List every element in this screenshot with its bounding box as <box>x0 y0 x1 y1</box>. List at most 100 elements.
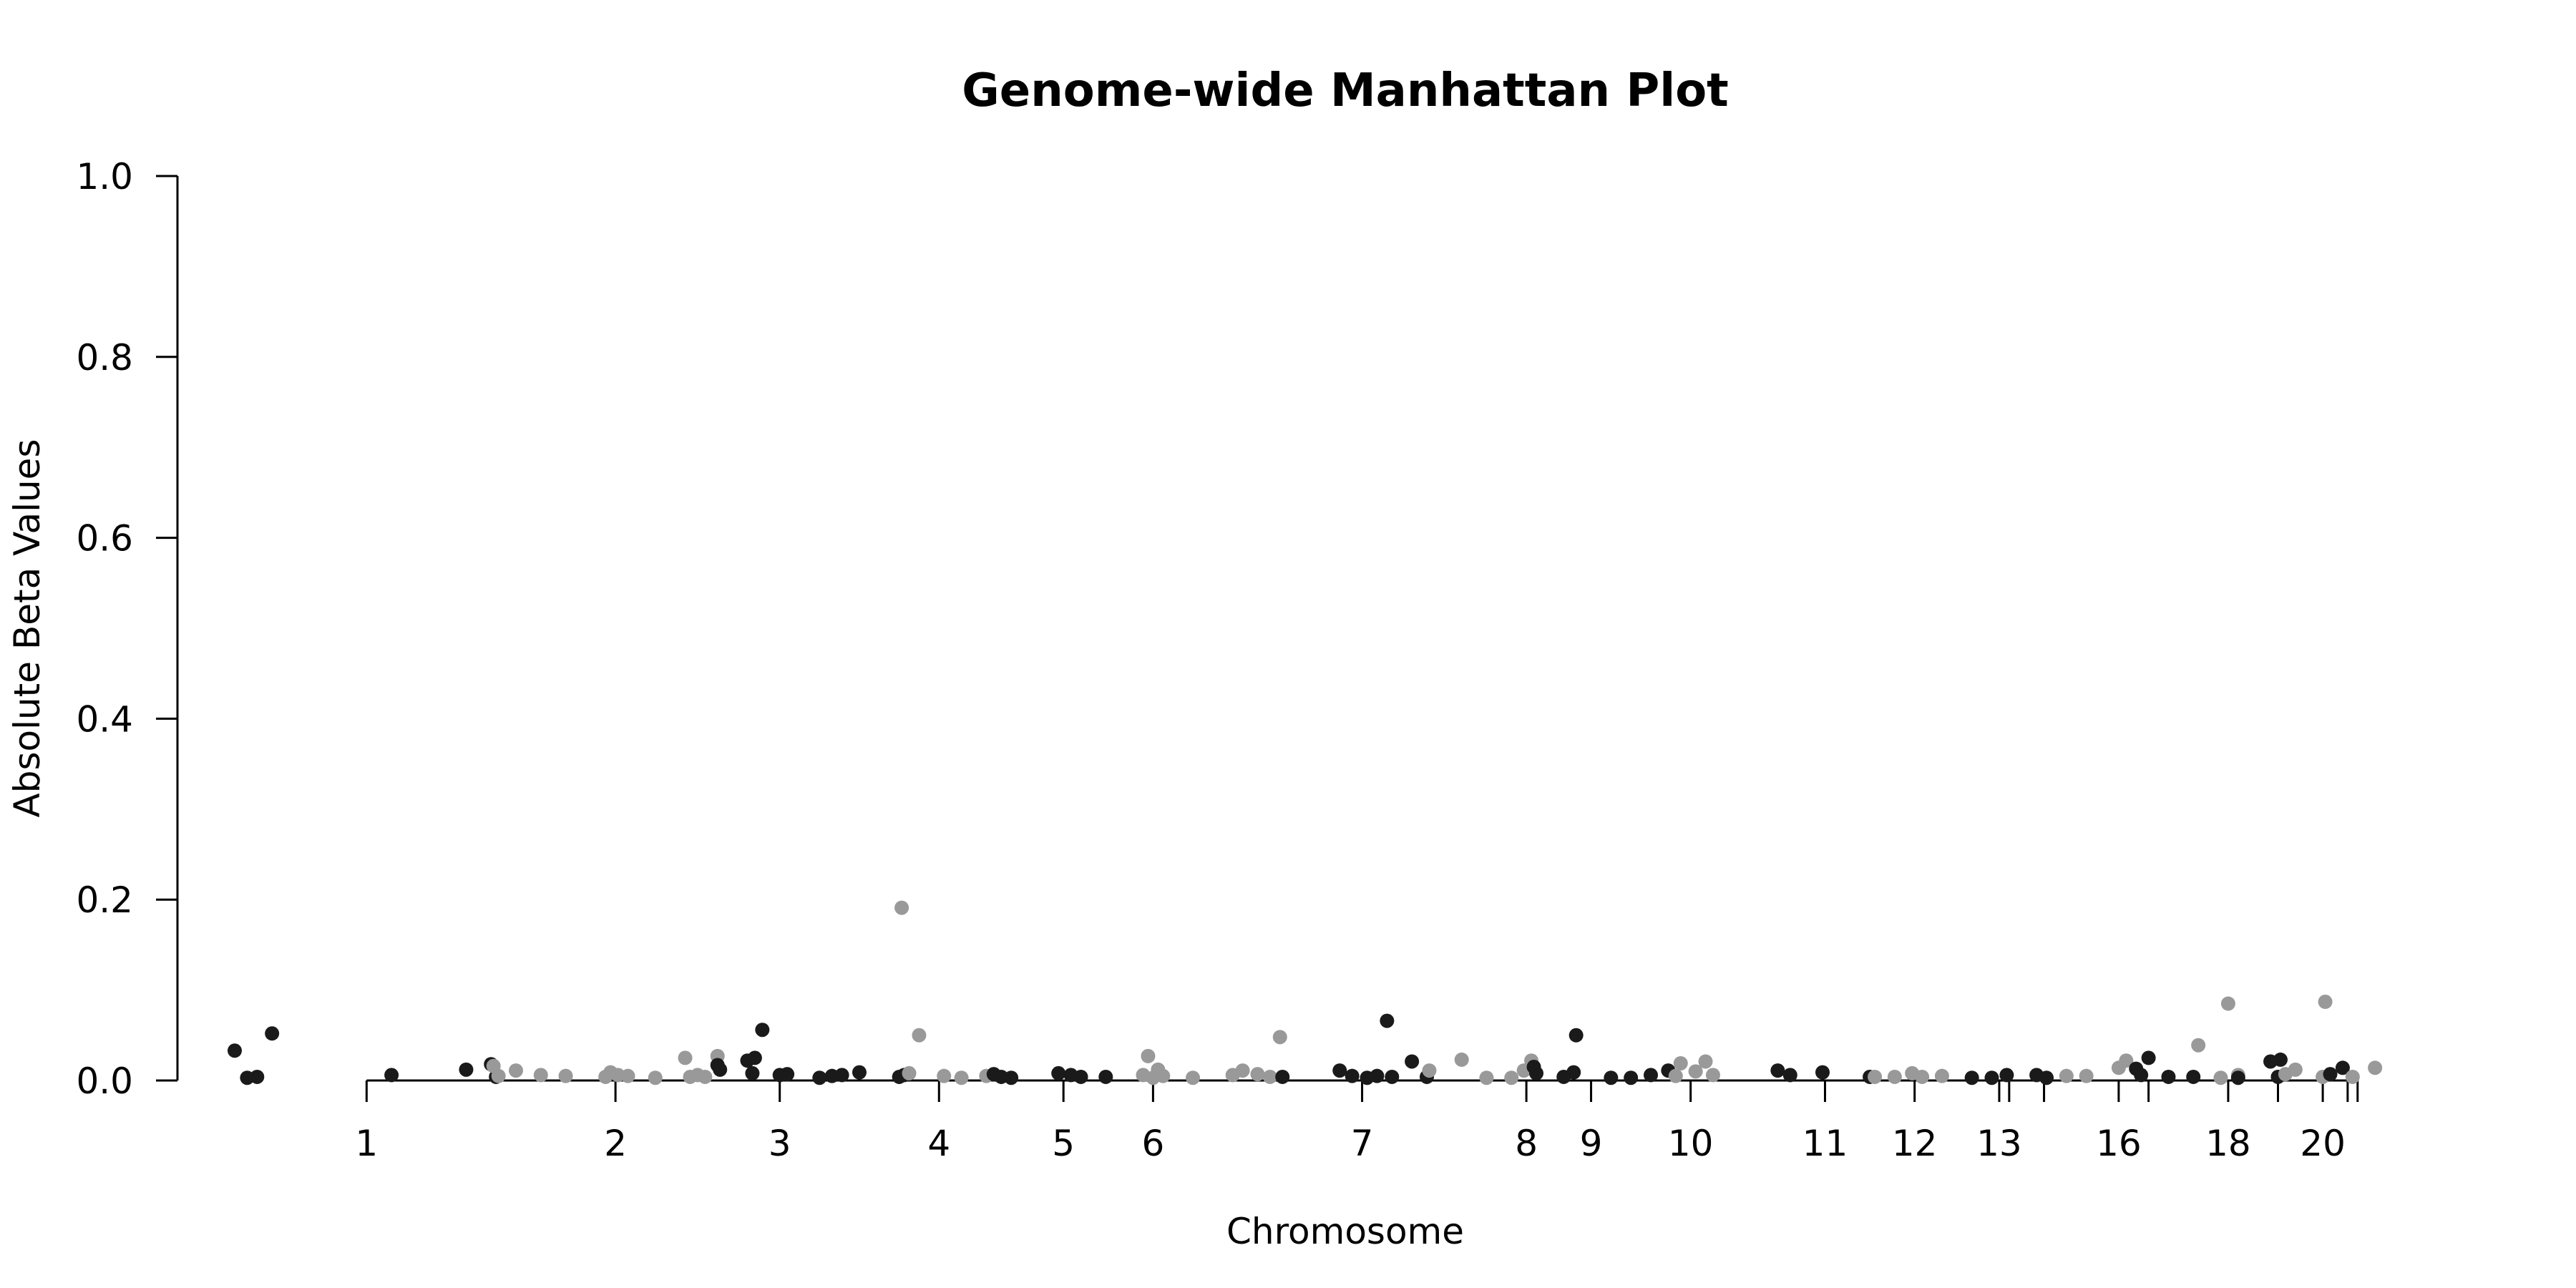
data-point <box>1644 1068 1659 1083</box>
data-point <box>2288 1062 2303 1077</box>
x-tick-label-chr6: 6 <box>1141 1123 1164 1164</box>
chart-title: Genome-wide Manhattan Plot <box>962 64 1729 117</box>
data-point <box>2191 1038 2206 1053</box>
data-point <box>1345 1068 1360 1083</box>
data-point <box>1235 1063 1250 1078</box>
x-tick-label-chr8: 8 <box>1515 1123 1538 1164</box>
x-tick-label-chr9: 9 <box>1580 1123 1603 1164</box>
x-tick-label-chr13: 13 <box>1976 1123 2022 1164</box>
data-point <box>1770 1063 1785 1078</box>
data-point <box>2335 1060 2350 1075</box>
data-point <box>1668 1068 1683 1083</box>
data-point <box>1385 1069 1400 1084</box>
data-point <box>1250 1067 1265 1082</box>
data-point <box>2273 1052 2288 1067</box>
data-point <box>698 1069 713 1084</box>
data-point <box>1098 1069 1113 1084</box>
data-point <box>509 1063 524 1078</box>
data-points <box>227 900 2383 1085</box>
data-point <box>780 1067 795 1082</box>
data-point <box>2134 1068 2149 1083</box>
data-point <box>1529 1065 1544 1080</box>
data-point <box>1887 1069 1902 1084</box>
data-point <box>2079 1068 2094 1083</box>
data-point <box>1262 1069 1277 1084</box>
data-point <box>2161 1069 2176 1084</box>
data-point <box>1186 1070 1201 1085</box>
x-tick-label-chr1: 1 <box>355 1123 378 1164</box>
data-point <box>2213 1070 2228 1085</box>
data-point <box>2141 1050 2156 1065</box>
data-point <box>459 1062 474 1077</box>
data-point <box>558 1068 573 1083</box>
data-point <box>1504 1070 1519 1085</box>
x-tick-label-chr4: 4 <box>927 1123 950 1164</box>
data-point <box>1964 1070 1979 1085</box>
data-point <box>1275 1069 1290 1084</box>
data-point <box>1422 1063 1437 1078</box>
y-tick-label: 0.0 <box>76 1060 133 1102</box>
data-point <box>1370 1068 1385 1083</box>
data-point <box>1624 1070 1639 1085</box>
data-point <box>1868 1069 1883 1084</box>
y-tick-label: 0.8 <box>76 337 133 379</box>
data-point <box>265 1026 280 1041</box>
y-tick-label: 0.6 <box>76 518 133 560</box>
x-axis-label: Chromosome <box>1226 1211 1464 1252</box>
data-point <box>2318 995 2333 1010</box>
data-point <box>648 1070 663 1085</box>
x-tick-label-chr2: 2 <box>604 1123 627 1164</box>
data-point <box>1984 1070 1999 1085</box>
y-tick-label: 0.4 <box>76 698 133 740</box>
data-point <box>1705 1068 1720 1083</box>
data-point <box>812 1070 827 1085</box>
y-axis-label: Absolute Beta Values <box>6 439 48 818</box>
x-tick-label-chr20: 20 <box>2300 1123 2346 1164</box>
data-point <box>1156 1068 1171 1083</box>
data-point <box>2039 1070 2054 1085</box>
data-point <box>1051 1065 1066 1080</box>
x-axis-ticks: 1 2 3 4 5 6 7 8 9 10 11 12 13 16 18 20 <box>355 1080 2359 1164</box>
data-point <box>678 1050 693 1065</box>
data-point <box>533 1068 548 1083</box>
data-point <box>894 900 909 915</box>
x-tick-label-chr5: 5 <box>1052 1123 1075 1164</box>
data-point <box>2323 1067 2338 1082</box>
data-point <box>1782 1068 1797 1083</box>
data-point <box>2059 1068 2074 1083</box>
data-point <box>1272 1030 1287 1045</box>
data-point <box>1405 1054 1420 1069</box>
x-tick-label-chr11: 11 <box>1802 1123 1848 1164</box>
data-point <box>227 1043 242 1058</box>
data-point <box>834 1068 849 1083</box>
data-point <box>1698 1054 1713 1069</box>
data-point <box>745 1065 760 1080</box>
data-point <box>1688 1064 1703 1079</box>
data-point <box>2119 1053 2134 1068</box>
data-point <box>1073 1069 1088 1084</box>
data-point <box>755 1023 770 1038</box>
x-tick-label-chr10: 10 <box>1668 1123 1714 1164</box>
data-point <box>620 1068 635 1083</box>
data-point <box>1673 1055 1688 1070</box>
data-point <box>1568 1028 1584 1043</box>
data-point <box>1332 1063 1347 1078</box>
data-point <box>902 1065 917 1080</box>
y-axis-ticks: 0.0 0.2 0.4 0.6 0.8 1.0 <box>76 156 177 1102</box>
data-point <box>1815 1065 1830 1080</box>
data-point <box>384 1068 399 1083</box>
data-point <box>2230 1070 2245 1085</box>
data-point <box>1934 1068 1949 1083</box>
data-point <box>937 1068 952 1083</box>
data-point <box>852 1065 867 1080</box>
data-point <box>2186 1069 2201 1084</box>
data-point <box>1141 1048 1156 1063</box>
data-point <box>1479 1070 1494 1085</box>
x-tick-label-chr18: 18 <box>2205 1123 2251 1164</box>
data-point <box>1454 1052 1469 1067</box>
data-point <box>2368 1060 2383 1075</box>
data-point <box>1999 1068 2014 1083</box>
data-point <box>1604 1070 1619 1085</box>
data-point <box>2345 1069 2360 1084</box>
